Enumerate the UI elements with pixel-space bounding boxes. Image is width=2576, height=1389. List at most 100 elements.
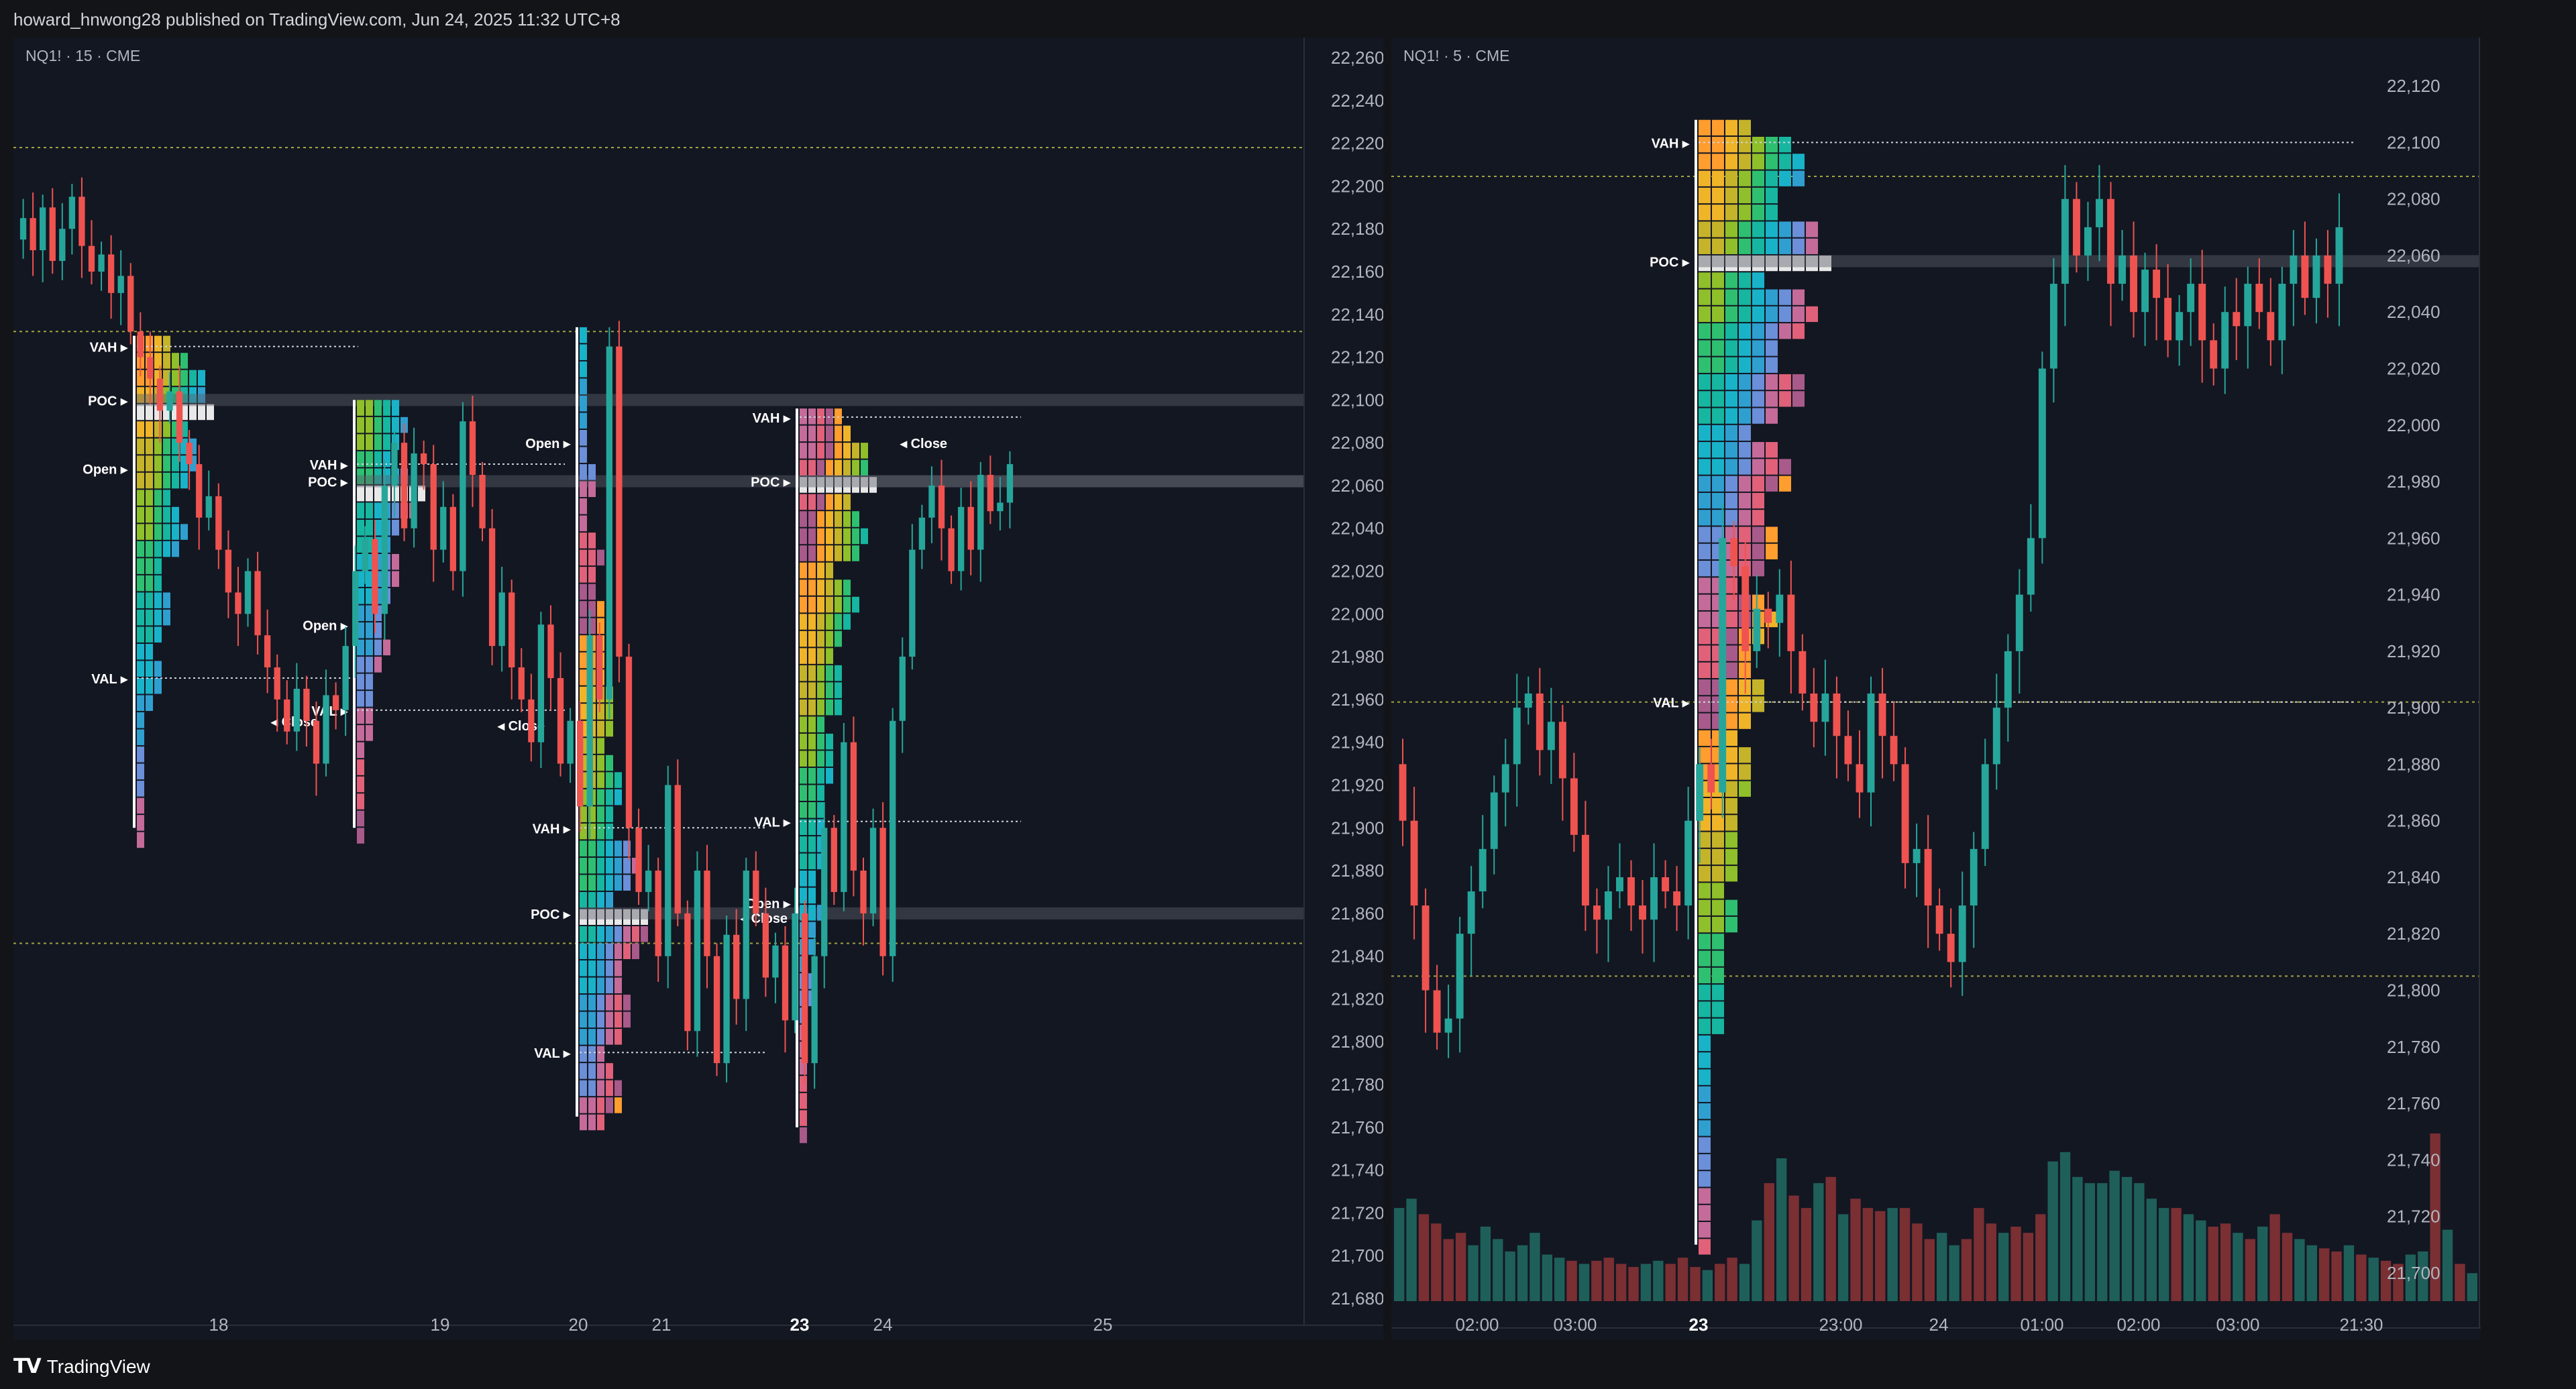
profile-cell: [826, 459, 833, 476]
profile-cell: [154, 609, 162, 626]
profile-cell: [1712, 985, 1724, 1001]
profile-cell: [1725, 170, 1737, 186]
profile-cell: [1766, 289, 1778, 305]
profile-cell: [172, 506, 179, 523]
profile-cell: [817, 699, 824, 716]
profile-cell: [808, 699, 816, 716]
profile-cell: [154, 506, 162, 523]
volume-bar: [2047, 1161, 2058, 1301]
profile-cell: [1752, 679, 1764, 696]
profile-cell: [597, 875, 604, 891]
profile-cell: [852, 443, 859, 459]
profile-cell: [357, 622, 364, 638]
candle-body: [1833, 693, 1841, 736]
profile-cell: [1792, 170, 1805, 186]
profile-cell: [357, 400, 364, 416]
volume-bar: [2393, 1264, 2404, 1301]
volume-bar: [2257, 1226, 2268, 1301]
candle-body: [948, 528, 955, 571]
profile-cell: [1752, 543, 1764, 560]
profile-cell: [580, 926, 587, 942]
tradingview-brand[interactable]: TV TradingView: [13, 1355, 150, 1378]
candle-body: [2164, 298, 2172, 341]
candle-body: [1616, 877, 1623, 892]
candle-body: [176, 391, 183, 443]
candle-body: [1662, 877, 1670, 892]
profile-cell: [1752, 255, 1764, 272]
profile-cell: [588, 891, 596, 908]
profile-cell: [843, 459, 851, 476]
profile-cell: [1739, 154, 1751, 170]
profile-cell: [154, 524, 162, 540]
profile-cell: [1699, 730, 1711, 746]
profile-cell: [163, 421, 170, 437]
profile-cell: [852, 528, 859, 545]
profile-cell: [808, 939, 816, 955]
time-tick-label: 03:00: [1553, 1315, 1597, 1335]
tradingview-logo-icon: TV: [13, 1355, 42, 1378]
price-tick-label: 22,040: [2387, 302, 2440, 322]
candle-body: [1433, 990, 1441, 1033]
profile-cell: [597, 909, 604, 925]
profile-cell: [1712, 323, 1724, 339]
candle-body: [303, 688, 310, 721]
profile-cell: [172, 404, 179, 421]
volume-bar: [1788, 1195, 1799, 1301]
profile-cell: [1699, 459, 1711, 475]
profile-cell: [808, 494, 816, 510]
profile-cell: [1739, 713, 1751, 729]
profile-cell: [1792, 391, 1805, 407]
candle-body: [49, 207, 56, 262]
profile-cell: [1739, 526, 1751, 543]
profile-cell: [808, 545, 816, 561]
profile-cell: [808, 682, 816, 698]
profile-cell: [800, 682, 807, 698]
profile-cell: [808, 802, 816, 818]
candle-body: [2210, 340, 2218, 369]
open-label: Open ▸: [525, 437, 571, 451]
symbol-label-right: NQ1! · 5 · CME: [1403, 47, 1510, 64]
volume-bar: [1566, 1260, 1577, 1301]
profile-cell: [146, 438, 153, 455]
volume-bar: [2405, 1254, 2416, 1301]
candle-body: [156, 378, 164, 411]
candle-body: [616, 346, 623, 657]
profile-cell: [180, 455, 188, 471]
profile-cell: [1725, 594, 1737, 610]
profile-cell: [1699, 1188, 1711, 1204]
volume-bar: [2467, 1273, 2477, 1301]
profile-cell: [1766, 459, 1778, 475]
profile-cell: [357, 416, 364, 433]
profile-cell: [580, 430, 587, 446]
candle-body: [293, 688, 300, 732]
profile-cell: [1712, 510, 1724, 526]
profile-cell: [137, 506, 144, 523]
profile-cell: [366, 588, 373, 604]
candle-body: [88, 245, 95, 272]
profile-cell: [623, 857, 631, 874]
profile-cell: [1739, 391, 1751, 407]
profile-cell: [1752, 340, 1764, 356]
profile-cell: [817, 477, 824, 493]
profile-cell: [588, 977, 596, 994]
profile-cell: [1699, 866, 1711, 882]
profile-cell: [146, 643, 153, 660]
chart-pane-right[interactable]: VAH ▸ POC ▸ VAL ▸ 22,120 22,100 22,080 22,060 2…: [1391, 38, 2481, 1340]
profile-cell: [1699, 340, 1711, 356]
profile-cell: [1712, 442, 1724, 458]
chart-pane-left[interactable]: VAH ▸ POC ▸ VAL ▸ Open ▸ ◂ Close VAH ▸ POC ▸ VA…: [13, 38, 1383, 1340]
candle-body: [1547, 722, 1555, 751]
profile-cell: [1779, 289, 1791, 305]
profile-cell: [366, 639, 373, 656]
chart-right-svg[interactable]: VAH ▸ POC ▸ VAL ▸ 22,120 22,100 22,080 22,060 2…: [1391, 38, 2481, 1340]
profile-cell: [172, 387, 179, 403]
profile-cell: [817, 630, 824, 647]
profile-cell: [580, 738, 587, 754]
profile-cell: [817, 511, 824, 527]
profile-cell: [588, 618, 596, 634]
profile-cell: [163, 438, 170, 455]
profile-cell: [800, 477, 807, 493]
candle-body: [850, 742, 857, 871]
profile-cell: [1779, 459, 1791, 475]
chart-left-svg[interactable]: VAH ▸ POC ▸ VAL ▸ Open ▸ ◂ Close VAH ▸ POC ▸ VA…: [13, 38, 1383, 1340]
